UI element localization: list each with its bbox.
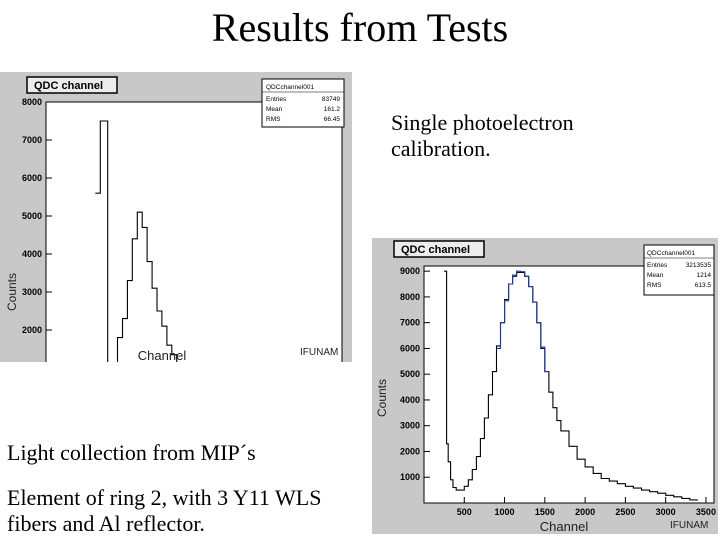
caption-element: Element of ring 2, with 3 Y11 WLS fibers… bbox=[7, 485, 321, 537]
y-tick-label: 6000 bbox=[400, 343, 420, 353]
stats-label: Entries bbox=[647, 262, 668, 269]
y-tick-label: 8000 bbox=[22, 97, 42, 107]
y-tick-label: 4000 bbox=[22, 249, 42, 259]
histogram-title: QDC channel bbox=[401, 244, 470, 256]
caption-line: calibration. bbox=[391, 136, 491, 161]
x-tick-label: 2500 bbox=[615, 507, 635, 517]
x-tick-label: 1500 bbox=[535, 507, 555, 517]
slide-title: Results from Tests bbox=[211, 5, 509, 50]
y-tick-label: 3000 bbox=[22, 287, 42, 297]
y-tick-label: 5000 bbox=[400, 369, 420, 379]
stats-box: QDCchannel001 Entries 3213535 Mean 1214 … bbox=[643, 244, 715, 296]
x-tick-label: 3500 bbox=[696, 507, 716, 517]
histogram-series-line bbox=[95, 120, 178, 362]
y-tick-label: 7000 bbox=[400, 318, 420, 328]
stats-value: 3213535 bbox=[686, 262, 712, 269]
plot-area bbox=[423, 265, 715, 504]
y-axis-label: Counts bbox=[375, 379, 389, 417]
caption-line: Element of ring 2, with 3 Y11 WLS bbox=[7, 485, 322, 510]
x-axis-label: Channel bbox=[540, 519, 589, 534]
caption-line: fibers and Al reflector. bbox=[7, 511, 205, 536]
y-tick-label: 5000 bbox=[22, 211, 42, 221]
stats-label: Mean bbox=[266, 106, 283, 113]
x-tick-label: 3000 bbox=[656, 507, 676, 517]
stats-label: RMS bbox=[647, 282, 662, 289]
stats-name: QDCchannel001 bbox=[647, 250, 695, 257]
y-axis-label: Counts bbox=[5, 273, 19, 311]
y-tick-label: 6000 bbox=[22, 173, 42, 183]
stats-value: 83749 bbox=[322, 96, 340, 103]
watermark: IFUNAM bbox=[300, 347, 338, 358]
y-tick-label: 8000 bbox=[400, 292, 420, 302]
stats-name: QDCchannel001 bbox=[266, 84, 314, 91]
histogram-series-line bbox=[496, 270, 549, 373]
stats-value: 1214 bbox=[697, 272, 712, 279]
title-box: QDC channel bbox=[26, 76, 118, 94]
histogram-svg: 0100200300400500100020003000400050006000… bbox=[5, 76, 345, 362]
caption-single-photoelectron: Single photoelectron calibration. bbox=[391, 110, 574, 162]
stats-label: RMS bbox=[266, 116, 281, 123]
stats-value: 613.5 bbox=[695, 282, 712, 289]
stats-label: Entries bbox=[266, 96, 287, 103]
y-tick-label: 2000 bbox=[22, 325, 42, 335]
stats-value: 66.45 bbox=[324, 116, 341, 123]
stats-label: Mean bbox=[647, 272, 664, 279]
watermark: IFUNAM bbox=[670, 520, 708, 531]
histogram-svg: 500 1000 1500 2000 2500 3000 3500 1000 2000 3000 4… bbox=[375, 240, 716, 534]
histogram-title: QDC channel bbox=[34, 80, 103, 92]
title-box: QDC channel bbox=[393, 240, 485, 258]
single-photoelectron-histogram: 0100200300400500100020003000400050006000… bbox=[0, 72, 352, 362]
x-tick-label: 500 bbox=[457, 507, 472, 517]
caption-mip: Light collection from MIP´s bbox=[7, 440, 256, 465]
plot-area bbox=[45, 101, 343, 362]
y-tick-label: 9000 bbox=[400, 266, 420, 276]
caption-line: Single photoelectron bbox=[391, 110, 574, 135]
y-tick-label: 2000 bbox=[400, 446, 420, 456]
y-tick-label: 4000 bbox=[400, 395, 420, 405]
mip-histogram: 500 1000 1500 2000 2500 3000 3500 1000 2000 3000 4… bbox=[372, 238, 718, 534]
y-tick-label: 7000 bbox=[22, 135, 42, 145]
x-axis-label: Channel bbox=[138, 348, 187, 362]
x-tick-label: 1000 bbox=[495, 507, 515, 517]
stats-value: 161.2 bbox=[324, 106, 341, 113]
stats-box: QDCchannel001 Entries 83749 Mean 161.2 R… bbox=[261, 78, 345, 128]
x-tick-label: 2000 bbox=[575, 507, 595, 517]
y-tick-label: 1000 bbox=[400, 472, 420, 482]
y-tick-label: 3000 bbox=[400, 421, 420, 431]
